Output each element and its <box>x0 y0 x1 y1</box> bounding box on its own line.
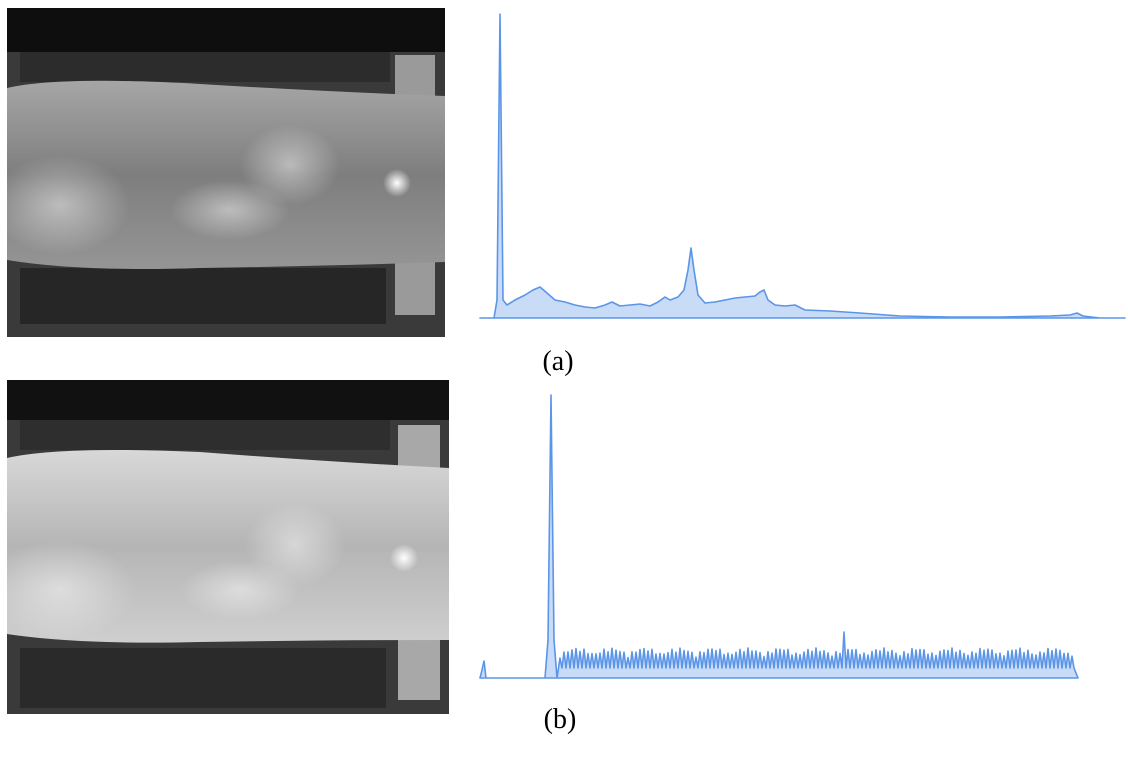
caption: (a) <box>542 346 573 377</box>
histogram-a <box>479 13 1126 319</box>
caption: (b) <box>544 704 577 735</box>
histogram-b <box>479 394 1079 679</box>
thermal-image-b <box>0 380 449 714</box>
thermal-image-a <box>0 8 445 337</box>
